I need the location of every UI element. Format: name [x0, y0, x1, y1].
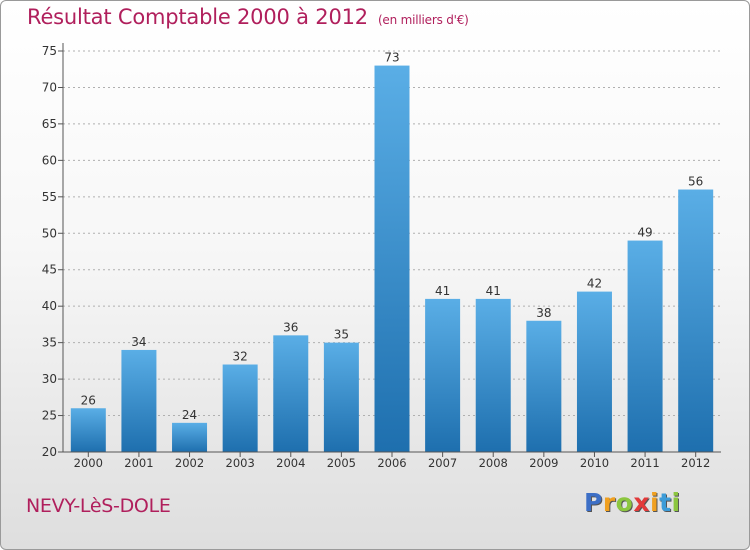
bars-layer: 26 34 24 32 36 35 73 41 41 38 42 49 56 [70, 51, 714, 452]
bar-value-label: 41 [486, 284, 501, 298]
y-tick-label: 45 [42, 263, 57, 277]
y-tick-label: 70 [42, 80, 57, 94]
bar [323, 342, 359, 452]
chart-title-line: Résultat Comptable 2000 à 2012 (en millie… [27, 5, 469, 29]
y-tick-label: 50 [42, 226, 57, 240]
y-tick-label: 65 [42, 117, 57, 131]
bar-value-label: 49 [637, 226, 652, 240]
x-tick-label: 2010 [580, 456, 609, 470]
bar [678, 189, 714, 452]
bar-value-label: 56 [688, 175, 703, 189]
bar [70, 408, 106, 452]
bar-value-label: 42 [587, 277, 602, 291]
bar [526, 320, 562, 452]
y-tick-label: 35 [42, 336, 57, 350]
x-tick-label: 2007 [428, 456, 457, 470]
bar-value-label: 26 [81, 393, 96, 407]
x-tick-label: 2008 [479, 456, 508, 470]
proxiti-logo[interactable]: Proxiti [584, 488, 681, 517]
bar-value-label: 38 [536, 306, 551, 320]
x-tick-label: 2009 [529, 456, 558, 470]
bar [576, 291, 612, 452]
x-tick-label: 2012 [681, 456, 710, 470]
y-tick-label: 60 [42, 153, 57, 167]
bar [627, 240, 663, 452]
bar-value-label: 24 [182, 408, 197, 422]
bar-value-label: 36 [283, 320, 298, 334]
location-name: NEVY-LèS-DOLE [26, 495, 171, 517]
bar [374, 65, 410, 452]
x-tick-label: 2003 [226, 456, 255, 470]
x-tick-label: 2005 [327, 456, 356, 470]
bar-value-label: 73 [384, 51, 399, 65]
bar [222, 364, 258, 452]
bar-value-label: 34 [131, 335, 146, 349]
bar [475, 298, 511, 452]
bar-value-label: 41 [435, 284, 450, 298]
axes-layer: 20 25 30 35 40 45 50 55 60 65 70 75 2000 2001 2002 2003… [42, 43, 721, 470]
x-tick-label: 2011 [630, 456, 659, 470]
y-tick-label: 55 [42, 190, 57, 204]
x-tick-label: 2000 [74, 456, 103, 470]
bar-value-label: 35 [334, 328, 349, 342]
y-tick-label: 30 [42, 372, 57, 386]
bar [273, 335, 309, 452]
x-tick-label: 2001 [124, 456, 153, 470]
y-tick-label: 20 [42, 445, 57, 459]
chart-title: Résultat Comptable 2000 à 2012 [27, 5, 368, 29]
x-tick-label: 2004 [276, 456, 305, 470]
y-tick-label: 75 [42, 44, 57, 58]
y-tick-label: 40 [42, 299, 57, 313]
bar [425, 298, 461, 452]
bar [172, 422, 208, 452]
x-tick-label: 2002 [175, 456, 204, 470]
bar-value-label: 32 [233, 350, 248, 364]
y-tick-label: 25 [42, 409, 57, 423]
x-tick-label: 2006 [377, 456, 406, 470]
chart-subtitle: (en milliers d'€) [377, 13, 469, 27]
bar [121, 349, 157, 452]
